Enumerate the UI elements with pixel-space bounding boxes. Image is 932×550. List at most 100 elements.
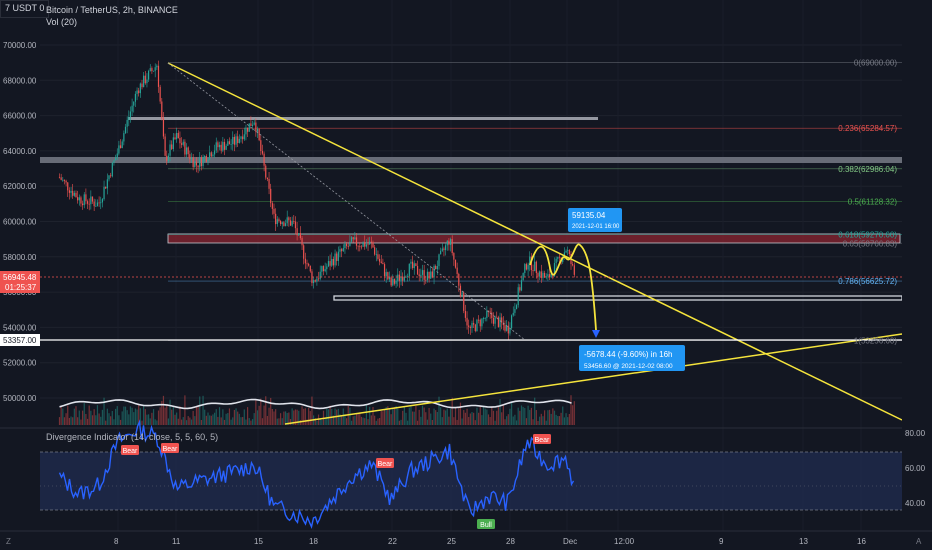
candle-body xyxy=(520,280,523,291)
candle-body xyxy=(482,318,485,319)
candle-body xyxy=(548,274,551,278)
candle-body xyxy=(223,141,226,150)
volume-bar xyxy=(157,410,160,425)
volume-bar xyxy=(58,417,61,425)
volume-bar xyxy=(159,407,161,425)
volume-bar xyxy=(527,405,529,425)
candle-body xyxy=(448,240,450,245)
volume-bar xyxy=(440,407,442,425)
volume-bar xyxy=(308,407,310,425)
divergence-badge xyxy=(376,458,394,468)
candle-body xyxy=(179,138,181,144)
candle-body xyxy=(116,153,118,158)
candle-body xyxy=(451,239,453,254)
candle-body xyxy=(309,265,311,272)
candle-body xyxy=(492,317,495,324)
volume-bar xyxy=(220,417,222,425)
candle-body xyxy=(334,253,336,266)
volume-bar xyxy=(473,412,475,425)
volume-bar xyxy=(301,406,303,425)
fib-level-label: 0.786(56625.72) xyxy=(838,277,897,286)
candle-body xyxy=(367,244,369,246)
time-tick-label: 28 xyxy=(506,537,515,546)
candle-body xyxy=(156,65,158,68)
volume-bar xyxy=(525,418,528,425)
volume-bar xyxy=(352,416,354,425)
volume-bar xyxy=(479,406,481,425)
volume-bar xyxy=(115,408,117,425)
volume-bar xyxy=(113,419,115,425)
auto-scale-icon[interactable]: A xyxy=(916,537,922,546)
candle-body xyxy=(496,316,498,318)
candle-body xyxy=(529,256,531,265)
fib-level-label: 0(69000.00) xyxy=(854,59,897,68)
volume-bar xyxy=(476,407,478,425)
volume-bar xyxy=(456,419,458,425)
volume-bar xyxy=(139,408,141,425)
candle-body xyxy=(133,101,135,106)
candle-body xyxy=(166,155,168,161)
candle-body xyxy=(431,271,433,278)
candle-body xyxy=(90,196,92,205)
volume-bar xyxy=(263,405,265,425)
candle-body xyxy=(421,270,424,275)
candle-body xyxy=(347,246,349,247)
volume-bar xyxy=(568,413,570,425)
volume-bar xyxy=(280,413,282,425)
candle-body xyxy=(537,273,539,277)
candle-body xyxy=(83,194,85,206)
volume-bar xyxy=(482,406,485,425)
candle-body xyxy=(265,165,267,178)
volume-bar xyxy=(106,408,108,425)
candle-body xyxy=(438,254,440,267)
volume-bar xyxy=(544,410,546,425)
volume-bar xyxy=(189,417,191,425)
volume-bar xyxy=(464,412,466,425)
upper-support-zone xyxy=(40,157,902,163)
candle-body xyxy=(167,155,169,161)
candle-body xyxy=(119,145,122,149)
candle-body xyxy=(511,315,513,329)
candle-body xyxy=(237,136,239,143)
volume-bar xyxy=(270,397,272,425)
volume-bar xyxy=(240,417,242,425)
volume-bar xyxy=(78,410,80,425)
candle-body xyxy=(337,251,339,261)
volume-bar xyxy=(242,417,244,425)
candle-body xyxy=(144,75,146,84)
candle-body xyxy=(317,278,320,280)
candle-body xyxy=(227,141,229,146)
volume-bar xyxy=(567,417,569,425)
volume-bar xyxy=(298,410,300,425)
volume-bar xyxy=(484,408,486,425)
currency-badge[interactable]: 7 USDT 0 xyxy=(0,0,50,18)
volume-bar xyxy=(265,396,267,425)
volume-bar xyxy=(136,409,138,425)
divergence-label: Bear xyxy=(535,437,550,444)
chart-header: Bitcoin / TetherUS, 2h, BINANCE Vol (20) xyxy=(46,4,178,28)
candle-body xyxy=(387,272,389,280)
candle-body xyxy=(247,127,249,132)
volume-bar xyxy=(326,408,328,425)
volume-bar xyxy=(199,396,201,425)
time-tick-label: 12:00 xyxy=(614,537,635,546)
volume-bar xyxy=(548,409,551,425)
volume-bar xyxy=(195,407,198,425)
volume-bar xyxy=(431,419,433,425)
candle-body xyxy=(517,287,519,306)
z-icon[interactable]: Z xyxy=(6,537,11,546)
drop-target-text: 53456.60 @ 2021-12-02 08:00 xyxy=(584,363,673,370)
volume-bar xyxy=(398,420,400,425)
volume-bar xyxy=(441,417,443,425)
volume-bar xyxy=(223,419,226,425)
candle-body xyxy=(139,83,141,94)
candle-body xyxy=(539,271,541,277)
candle-body xyxy=(494,316,496,324)
volume-bar xyxy=(284,411,287,425)
candle-body xyxy=(487,310,490,312)
volume-bar xyxy=(232,417,234,425)
volume-bar xyxy=(169,399,171,425)
candle-body xyxy=(143,75,145,88)
candle-body xyxy=(141,83,143,88)
